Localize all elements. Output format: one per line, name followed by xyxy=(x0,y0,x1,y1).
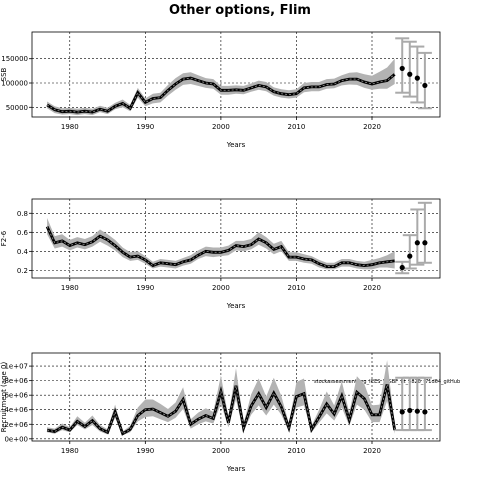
recruitment-estimate-line-dash xyxy=(47,384,396,435)
f-x-tick-label: 1980 xyxy=(61,284,79,292)
ssb-confidence-band xyxy=(47,58,395,116)
recruitment-projection-point xyxy=(422,409,428,415)
recruitment-y-tick-label: 8e+06 xyxy=(4,377,28,385)
ssb-projection-point xyxy=(399,65,405,72)
ssb-y-tick-label: 150000 xyxy=(1,55,28,63)
recruitment-x-tick-label: 2000 xyxy=(212,447,230,455)
f-projection-point xyxy=(399,264,405,271)
f-y-tick-label: 0.4 xyxy=(17,248,29,256)
recruitment-y-tick-label: 0e+00 xyxy=(4,435,28,443)
figure-title: Other options, Flim xyxy=(169,3,311,18)
panel-f-xlabel: Years xyxy=(226,302,246,310)
panel-ssb: SSB Years 1980 1990 2000 2010 2020 50000 10000… xyxy=(0,31,441,149)
f-projection-point xyxy=(414,240,420,246)
ssb-x-tick-label: 2000 xyxy=(212,123,230,131)
ssb-projection-point xyxy=(422,82,428,89)
f-x-tick-label: 1990 xyxy=(136,284,154,292)
recruitment-y-tick-label: 1e+07 xyxy=(4,363,28,371)
ssb-projection-point xyxy=(414,75,420,81)
recruitment-projection-point xyxy=(414,408,420,414)
recruitment-x-tick-label: 1990 xyxy=(136,447,154,455)
ssb-estimate-line-dash xyxy=(46,73,395,113)
ssb-projection-point xyxy=(407,71,413,77)
f-projection-point xyxy=(422,240,428,246)
ssb-y-tick-label: 100000 xyxy=(1,80,28,88)
panel-fishing-mortality: F2-6 Years 1980 1990 2000 2010 2020 0.2 0.4 0.6… xyxy=(0,198,441,310)
panel-f-ylabel: F2-6 xyxy=(0,230,8,246)
ssb-x-tick-label: 2020 xyxy=(363,123,381,131)
f-projection-point xyxy=(407,253,413,259)
f-y-tick-label: 0.6 xyxy=(17,229,29,237)
recruitment-y-tick-label: 4e+06 xyxy=(4,406,28,414)
panel-recruitment: Recruitment (age 0) Years stockassessmen… xyxy=(0,352,460,473)
f-x-tick-label: 2000 xyxy=(212,284,230,292)
panel-ssb-xlabel: Years xyxy=(226,141,246,149)
panel-recruitment-xlabel: Years xyxy=(226,465,246,473)
ssb-x-tick-label: 1990 xyxy=(136,123,154,131)
recruitment-y-tick-label: 6e+06 xyxy=(4,392,28,400)
recruitment-plot-frame xyxy=(31,352,441,442)
ssb-x-tick-label: 1980 xyxy=(61,123,79,131)
recruitment-x-tick-label: 2020 xyxy=(363,447,381,455)
f-plot-frame xyxy=(31,198,441,279)
ssb-plot-frame xyxy=(31,31,441,118)
recruitment-x-tick-label: 2010 xyxy=(288,447,306,455)
recruitment-x-tick-label: 1980 xyxy=(61,447,79,455)
ssb-y-tick-label: 50000 xyxy=(6,104,28,112)
panel-ssb-ylabel: SSB xyxy=(0,67,8,81)
recruitment-projection-point xyxy=(407,407,413,414)
ssb-x-tick-label: 2010 xyxy=(288,123,306,131)
f-x-tick-label: 2020 xyxy=(363,284,381,292)
f-estimate-line-dash xyxy=(46,226,395,268)
panel-recruitment-ylabel: Recruitment (age 0) xyxy=(0,362,8,433)
f-y-tick-label: 0.8 xyxy=(17,210,28,218)
recruitment-y-tick-label: 2e+06 xyxy=(4,421,28,429)
f-y-tick-label: 0.2 xyxy=(17,267,28,275)
f-x-tick-label: 2010 xyxy=(288,284,306,292)
recruitment-projection-point xyxy=(399,409,405,415)
